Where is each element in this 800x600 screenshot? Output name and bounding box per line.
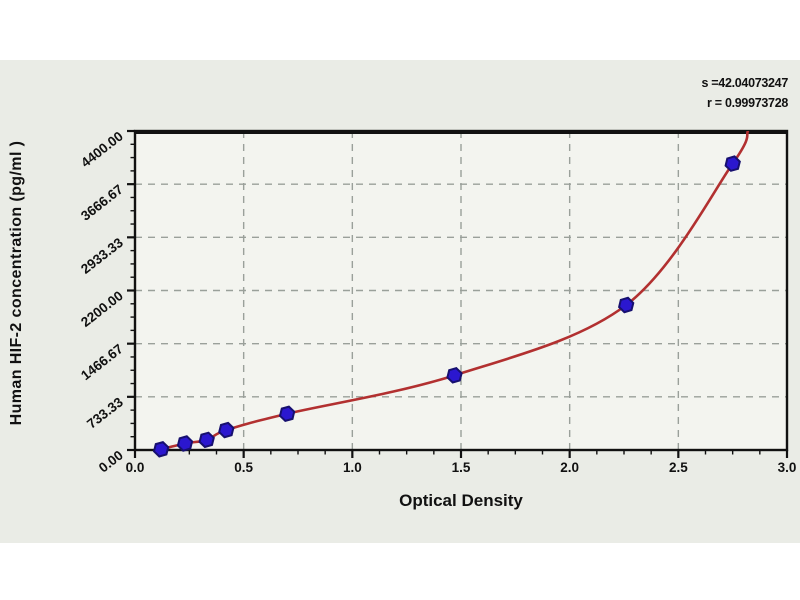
data-point-markers	[152, 155, 741, 458]
x-axis-title: Optical Density	[399, 491, 523, 510]
svg-text:2933.33: 2933.33	[78, 235, 126, 277]
y-tick-labels: 0.00 733.33 1466.67 2200.00 2933.33 3666.67 44…	[78, 129, 126, 476]
y-axis-title: Human HIF-2 concentration (pg/ml )	[8, 140, 25, 426]
x-tick-labels: 0.0 0.5 1.0 1.5 2.0 2.5 3.0	[126, 460, 797, 475]
svg-text:3.0: 3.0	[778, 460, 797, 475]
svg-text:3666.67: 3666.67	[78, 182, 126, 224]
plot-frame	[133, 129, 789, 452]
data-point	[152, 440, 170, 458]
svg-text:1.0: 1.0	[343, 460, 362, 475]
svg-text:1.5: 1.5	[452, 460, 471, 475]
svg-text:733.33: 733.33	[84, 394, 126, 432]
svg-text:1466.67: 1466.67	[78, 341, 126, 383]
data-point	[218, 421, 235, 439]
grid-lines	[135, 131, 787, 450]
svg-text:2.5: 2.5	[669, 460, 688, 475]
svg-text:4400.00: 4400.00	[78, 129, 126, 171]
svg-text:0.00: 0.00	[96, 448, 126, 476]
data-point	[278, 405, 296, 423]
data-point	[724, 155, 741, 172]
svg-text:0.5: 0.5	[234, 460, 253, 475]
data-point	[446, 366, 463, 384]
data-point	[176, 435, 194, 452]
data-point	[617, 296, 635, 314]
svg-text:2200.00: 2200.00	[78, 288, 126, 330]
svg-text:0.0: 0.0	[126, 460, 145, 475]
svg-text:2.0: 2.0	[560, 460, 579, 475]
fit-s-value: s =42.04073247	[701, 76, 788, 90]
fit-statistics: s =42.04073247 r = 0.99973728	[701, 73, 788, 113]
data-point	[198, 431, 215, 449]
fit-r-value: r = 0.99973728	[707, 96, 788, 110]
